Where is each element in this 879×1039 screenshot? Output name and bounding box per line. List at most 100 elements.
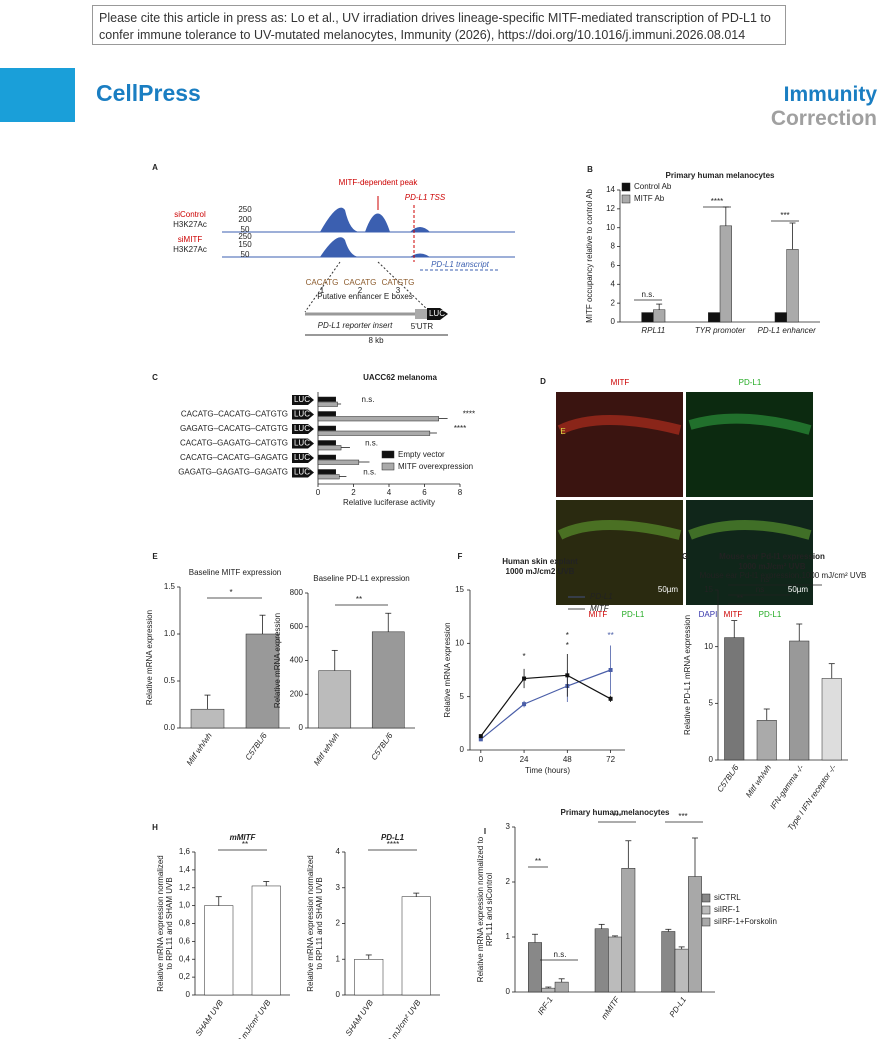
x-tick-label: 20 mJ/cm² UVB — [233, 998, 273, 1039]
panel-d-images — [556, 392, 813, 605]
row-label: CACATG–CACATG–GAGATG — [180, 453, 288, 462]
y-tick-label: 15 — [455, 585, 464, 594]
y-tick-label: 0 — [709, 755, 714, 764]
significance: ** — [737, 594, 743, 603]
x-tick-label: SHAM UVB — [344, 998, 376, 1038]
chart-title: 1000 mJ/cm² UVB — [738, 562, 805, 571]
x-tick-label: TYR promoter — [695, 326, 746, 335]
y-tick-label: 0,4 — [179, 954, 191, 963]
luc — [427, 308, 448, 320]
bar — [317, 459, 360, 465]
x-tick-label: SHAM UVB — [194, 998, 226, 1038]
bar — [317, 411, 336, 417]
bar — [190, 708, 225, 729]
legend-label: MITF overexpression — [398, 462, 473, 471]
image-label: E — [560, 427, 565, 436]
image — [686, 392, 813, 497]
x-tick-label: IRF-1 — [536, 995, 555, 1017]
y-tick-label: 400 — [290, 656, 304, 665]
bar — [756, 720, 777, 761]
image-label: 50µm — [788, 585, 809, 594]
journal: Immunity — [783, 83, 877, 106]
image-label: PD-L1 — [622, 610, 645, 619]
stain — [688, 413, 812, 435]
x-tick-label: 0 — [316, 488, 321, 497]
chart-title: 1000 mJ/cm2 UVB — [506, 567, 575, 576]
x-tick-label: Mitf wh/wh — [185, 731, 214, 768]
schematic-text: H3K27Ac — [173, 220, 207, 229]
significance: n.s. — [363, 468, 376, 477]
schematic-text: 1 — [320, 286, 325, 295]
bar — [674, 948, 689, 993]
significance: **** — [463, 410, 475, 419]
bar — [317, 401, 338, 407]
chart-title: Primary human melanocytes — [561, 808, 670, 817]
image-label: PD-L1 — [759, 610, 782, 619]
schematic-text: CATGTG — [382, 278, 415, 287]
legend-swatch — [381, 450, 395, 459]
legend-label: siIRF-1 — [714, 905, 740, 914]
y-tick-label: 3 — [506, 822, 511, 831]
y-tick-label: 0 — [186, 990, 191, 999]
panel-label: H — [152, 823, 158, 832]
significance: ** — [356, 595, 362, 604]
bar — [317, 445, 342, 451]
bar — [317, 416, 439, 422]
x-axis-label: Time (hours) — [525, 766, 570, 775]
x-tick-label: 8 — [458, 488, 463, 497]
zoom — [304, 261, 431, 313]
panel-label: I — [484, 827, 486, 836]
row-label: CACATG–CACATG–CATGTG — [181, 410, 288, 419]
y-tick-label: 5 — [709, 698, 714, 707]
y-tick-label: 4 — [611, 279, 616, 288]
row-label: GAGATG–CACATG–CATGTG — [180, 424, 288, 433]
bar — [317, 469, 336, 475]
x-tick-label: 4 — [387, 488, 392, 497]
chart-title: Primary human melanocytes — [666, 171, 775, 180]
y-axis-label: to RPL11 and SHAM UVB — [165, 877, 174, 969]
x-tick-label: 72 — [606, 755, 615, 764]
x-tick-label: C57BL/6 — [715, 763, 741, 794]
y-tick-label: 0.0 — [164, 723, 176, 732]
bar — [317, 454, 336, 460]
y-tick-label: 1,0 — [179, 901, 191, 910]
significance: *** — [678, 812, 687, 821]
bar — [245, 633, 280, 729]
bar — [719, 225, 732, 323]
y-tick-label: 2 — [506, 877, 511, 886]
x-tick-label: mMITF — [599, 994, 622, 1021]
panel-label: A — [152, 163, 158, 172]
y-axis-label: RPL11 and siControl — [485, 873, 494, 946]
panel-label: G — [682, 552, 688, 561]
luc-label: LUC — [294, 424, 310, 433]
panel-label: B — [587, 165, 593, 174]
luc-box — [292, 467, 314, 478]
schematic-text: 8 kb — [368, 336, 384, 345]
section: Correction — [770, 107, 877, 130]
legend-swatch — [381, 462, 395, 471]
bar — [317, 425, 336, 431]
image — [686, 500, 813, 605]
y-tick-label: 5 — [460, 692, 465, 701]
utr — [415, 309, 427, 319]
panel-label: C — [152, 373, 158, 382]
x-tick-label: 2 — [351, 488, 356, 497]
bar — [789, 640, 810, 761]
significance: * — [566, 641, 569, 650]
y-tick-label: 0,2 — [179, 972, 191, 981]
bar — [594, 928, 609, 993]
significance: * — [566, 631, 569, 640]
chart-title: Baseline MITF expression — [189, 568, 281, 577]
bar — [204, 905, 234, 996]
bar — [821, 678, 842, 761]
legend-swatch — [621, 194, 631, 204]
stain — [557, 520, 812, 540]
x-tick-label: 6 — [422, 488, 427, 497]
chart-title: Mouse ear Pd-l1 expression,1000 mJ/cm² U… — [700, 571, 867, 580]
x-axis-label: Relative luciferase activity — [343, 498, 435, 507]
image — [556, 500, 683, 605]
significance: **** — [387, 840, 399, 849]
y-tick-label: 0,6 — [179, 936, 191, 945]
legend-swatch — [621, 182, 631, 192]
